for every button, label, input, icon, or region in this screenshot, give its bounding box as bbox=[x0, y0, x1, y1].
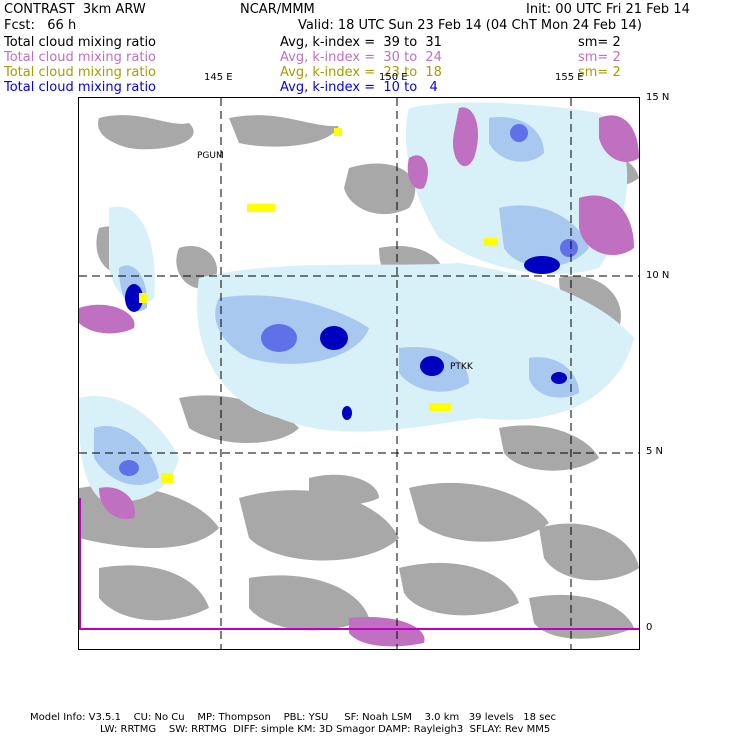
init-time: Init: 00 UTC Fri 21 Feb 14 bbox=[526, 2, 690, 17]
convective-core bbox=[320, 326, 348, 350]
magenta-cloud bbox=[79, 304, 135, 334]
lon-label-145: 145 E bbox=[204, 72, 233, 83]
gray-cloud bbox=[529, 594, 634, 639]
magenta-cloud-layer bbox=[79, 107, 639, 647]
lat-lon-grid bbox=[79, 98, 639, 649]
field-avg-1: Avg, k-index = 39 to 31 bbox=[280, 35, 442, 50]
gray-cloud bbox=[399, 562, 519, 616]
yellow-cloud bbox=[161, 473, 173, 483]
station-label-pgum: PGUM bbox=[197, 151, 224, 161]
lat-label-10n: 10 N bbox=[646, 270, 670, 281]
magenta-cloud bbox=[349, 617, 425, 647]
model-info-line-2: LW: RRTMG SW: RRTMG DIFF: simple KM: 3D … bbox=[100, 724, 551, 735]
field-sm-1: sm= 2 bbox=[578, 35, 621, 50]
convective-core bbox=[261, 324, 297, 352]
lon-label-155: 155 E bbox=[555, 72, 584, 83]
gray-cloud bbox=[409, 482, 549, 542]
convective-core bbox=[510, 124, 528, 142]
gray-cloud bbox=[239, 490, 399, 561]
forecast-hour: Fcst: 66 h bbox=[4, 18, 77, 33]
field-avg-4: Avg, k-index = 10 to 4 bbox=[280, 80, 438, 95]
yellow-cloud bbox=[247, 204, 275, 212]
lon-label-150: 150 E bbox=[379, 72, 408, 83]
field-name-4: Total cloud mixing ratio bbox=[4, 80, 157, 95]
magenta-cloud bbox=[407, 155, 429, 189]
model-info-line-1: Model Info: V3.5.1 CU: No Cu MP: Thompso… bbox=[30, 712, 556, 723]
gray-cloud bbox=[539, 523, 639, 581]
cloud-map bbox=[78, 97, 640, 650]
gray-cloud bbox=[179, 395, 299, 443]
field-sm-2: sm= 2 bbox=[578, 50, 621, 65]
yellow-cloud bbox=[429, 403, 451, 411]
valid-time: Valid: 18 UTC Sun 23 Feb 14 (04 ChT Mon … bbox=[298, 18, 642, 33]
magenta-cloud bbox=[99, 487, 135, 519]
field-name-1: Total cloud mixing ratio bbox=[4, 35, 157, 50]
magenta-cloud bbox=[599, 115, 639, 162]
field-avg-2: Avg, k-index = 30 to 24 bbox=[280, 50, 442, 65]
gray-cloud bbox=[309, 474, 379, 505]
yellow-cloud-layer bbox=[139, 128, 498, 483]
lat-label-0: 0 bbox=[646, 622, 653, 633]
convective-core bbox=[119, 460, 139, 476]
gray-cloud bbox=[499, 425, 599, 471]
convective-core bbox=[551, 372, 567, 384]
yellow-cloud bbox=[139, 293, 147, 303]
cloud-map-canvas bbox=[79, 98, 639, 649]
yellow-cloud bbox=[334, 128, 342, 136]
convective-core bbox=[420, 356, 444, 376]
lat-label-5n: 5 N bbox=[646, 446, 664, 457]
gray-cloud bbox=[99, 565, 209, 621]
convective-core bbox=[125, 284, 143, 312]
convective-core bbox=[524, 256, 560, 274]
magenta-cloud bbox=[453, 107, 479, 167]
model-title: CONTRAST 3km ARW bbox=[4, 2, 146, 17]
yellow-cloud bbox=[484, 238, 498, 246]
field-avg-3: Avg, k-index = 23 to 18 bbox=[280, 65, 442, 80]
mid-blue-cloud bbox=[94, 426, 159, 486]
convective-core-layer bbox=[119, 124, 578, 476]
station-label-ptkk: PTKK bbox=[450, 362, 473, 372]
convective-core bbox=[342, 406, 352, 420]
gray-cloud bbox=[229, 115, 339, 147]
organization: NCAR/MMM bbox=[240, 2, 315, 17]
convective-core bbox=[560, 239, 578, 257]
lat-label-15n: 15 N bbox=[646, 92, 670, 103]
field-name-2: Total cloud mixing ratio bbox=[4, 50, 157, 65]
gray-cloud bbox=[249, 575, 369, 631]
gray-cloud bbox=[98, 115, 194, 150]
field-name-3: Total cloud mixing ratio bbox=[4, 65, 157, 80]
field-sm-3: sm= 2 bbox=[578, 65, 621, 80]
magenta-cloud bbox=[579, 195, 634, 256]
